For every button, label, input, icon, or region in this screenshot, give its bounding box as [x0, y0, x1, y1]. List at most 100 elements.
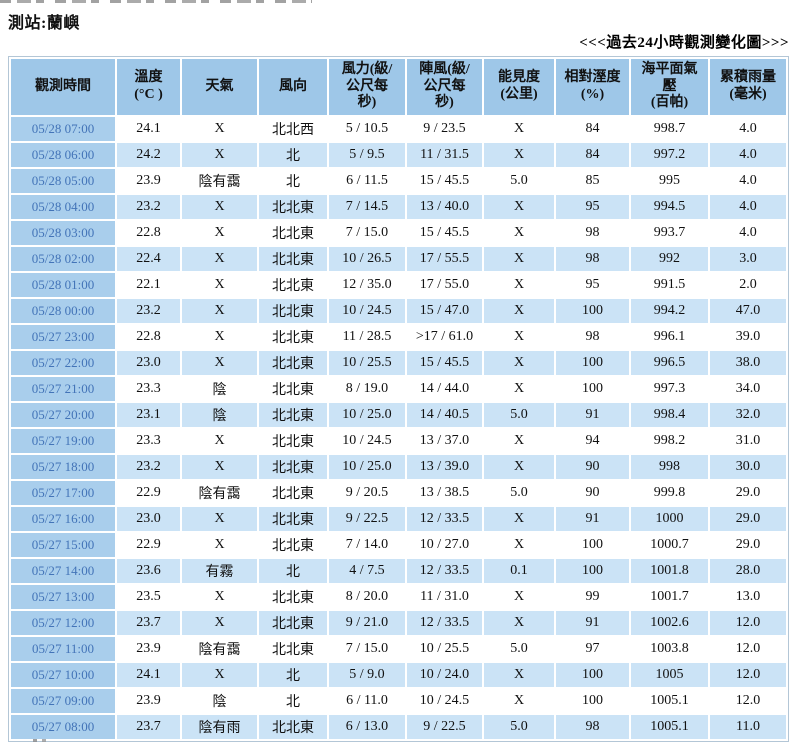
wind-force-cell: 7 / 15.0	[329, 637, 405, 661]
wind-direction-cell: 北北東	[259, 637, 327, 661]
humidity-cell: 85	[556, 169, 629, 193]
col-header-obs-time: 觀測時間	[11, 59, 115, 115]
visibility-cell: X	[484, 611, 554, 635]
wind-direction-cell: 北北東	[259, 273, 327, 297]
col-header-visibility: 能見度 (公里)	[484, 59, 554, 115]
temperature-cell: 23.0	[117, 351, 180, 375]
time-cell: 05/27 12:00	[11, 611, 115, 635]
gust-cell: 17 / 55.0	[407, 273, 482, 297]
observation-table: 觀測時間 溫度 (°C ) 天氣 風向 風力(級/ 公尺每 秒) 陣風(級/ 公…	[8, 56, 789, 742]
wind-direction-cell: 北北西	[259, 117, 327, 141]
weather-cell: X	[182, 195, 257, 219]
table-row: 05/28 01:00 22.1 X 北北東 12 / 35.0 17 / 55.0 X 95…	[11, 273, 786, 297]
visibility-cell: X	[484, 195, 554, 219]
pressure-cell: 993.7	[631, 221, 708, 245]
gust-cell: 13 / 38.5	[407, 481, 482, 505]
clipped-text-bottom	[33, 739, 37, 742]
weather-cell: X	[182, 533, 257, 557]
table-row: 05/27 20:00 23.1 陰北北東 10 / 25.0 14 / 40.5 5.0…	[11, 403, 786, 427]
pressure-cell: 998	[631, 455, 708, 479]
table-row: 05/27 12:00 23.7 X 北北東 9 / 21.0 12 / 33.5 X 91 1…	[11, 611, 786, 635]
wind-force-cell: 6 / 11.0	[329, 689, 405, 713]
rainfall-cell: 2.0	[710, 273, 786, 297]
humidity-cell: 91	[556, 507, 629, 531]
time-cell: 05/27 19:00	[11, 429, 115, 453]
humidity-cell: 100	[556, 377, 629, 401]
gust-cell: >17 / 61.0	[407, 325, 482, 349]
pressure-cell: 999.8	[631, 481, 708, 505]
rainfall-cell: 30.0	[710, 455, 786, 479]
time-cell: 05/28 04:00	[11, 195, 115, 219]
time-cell: 05/27 14:00	[11, 559, 115, 583]
temperature-cell: 22.9	[117, 533, 180, 557]
visibility-cell: X	[484, 533, 554, 557]
wind-direction-cell: 北北東	[259, 299, 327, 323]
table-row: 05/28 02:00 22.4 X 北北東 10 / 26.5 17 / 55.5 X 98…	[11, 247, 786, 271]
weather-cell: 陰	[182, 377, 257, 401]
gust-cell: 10 / 24.0	[407, 663, 482, 687]
humidity-cell: 98	[556, 247, 629, 271]
wind-force-cell: 7 / 14.5	[329, 195, 405, 219]
gust-cell: 10 / 25.5	[407, 637, 482, 661]
table-row: 05/27 23:00 22.8 X 北北東 11 / 28.5 >17 / 61.0 X 9…	[11, 325, 786, 349]
wind-force-cell: 10 / 24.5	[329, 429, 405, 453]
table-header-row: 觀測時間 溫度 (°C ) 天氣 風向 風力(級/ 公尺每 秒) 陣風(級/ 公…	[11, 59, 786, 115]
temperature-cell: 23.1	[117, 403, 180, 427]
humidity-cell: 91	[556, 611, 629, 635]
wind-force-cell: 5 / 9.0	[329, 663, 405, 687]
weather-cell: X	[182, 507, 257, 531]
gust-cell: 9 / 23.5	[407, 117, 482, 141]
table-row: 05/27 11:00 23.9 陰有靄 北北東 7 / 15.0 10 / 25.5 5.…	[11, 637, 786, 661]
gust-cell: 13 / 37.0	[407, 429, 482, 453]
wind-force-cell: 4 / 7.5	[329, 559, 405, 583]
visibility-cell: X	[484, 143, 554, 167]
humidity-cell: 97	[556, 637, 629, 661]
humidity-cell: 98	[556, 715, 629, 739]
pressure-cell: 1005.1	[631, 715, 708, 739]
wind-direction-cell: 北北東	[259, 247, 327, 271]
table-row: 05/27 16:00 23.0 X 北北東 9 / 22.5 12 / 33.5 X 91 1…	[11, 507, 786, 531]
time-cell: 05/27 08:00	[11, 715, 115, 739]
wind-force-cell: 7 / 15.0	[329, 221, 405, 245]
rainfall-cell: 29.0	[710, 533, 786, 557]
table-row: 05/27 14:00 23.6 有霧北 4 / 7.5 12 / 33.5 0.1 100…	[11, 559, 786, 583]
pressure-cell: 997.3	[631, 377, 708, 401]
time-cell: 05/28 00:00	[11, 299, 115, 323]
time-cell: 05/27 22:00	[11, 351, 115, 375]
table-row: 05/27 22:00 23.0 X 北北東 10 / 25.5 15 / 45.5 X 10…	[11, 351, 786, 375]
pressure-cell: 1005	[631, 663, 708, 687]
pressure-cell: 996.5	[631, 351, 708, 375]
table-row: 05/28 00:00 23.2 X 北北東 10 / 24.5 15 / 47.0 X 10…	[11, 299, 786, 323]
humidity-cell: 99	[556, 585, 629, 609]
temperature-cell: 23.5	[117, 585, 180, 609]
weather-cell: X	[182, 429, 257, 453]
wind-force-cell: 6 / 11.5	[329, 169, 405, 193]
wind-direction-cell: 北北東	[259, 507, 327, 531]
time-cell: 05/27 11:00	[11, 637, 115, 661]
pressure-cell: 1005.1	[631, 689, 708, 713]
wind-direction-cell: 北	[259, 663, 327, 687]
visibility-cell: X	[484, 351, 554, 375]
gust-cell: 15 / 45.5	[407, 169, 482, 193]
observation-table-body: 05/28 07:00 24.1 X 北北西 5 / 10.5 9 / 23.5 X 84 99…	[11, 117, 786, 739]
temperature-cell: 22.1	[117, 273, 180, 297]
wind-direction-cell: 北北東	[259, 377, 327, 401]
wind-force-cell: 10 / 24.5	[329, 299, 405, 323]
pressure-cell: 997.2	[631, 143, 708, 167]
weather-cell: X	[182, 585, 257, 609]
wind-force-cell: 11 / 28.5	[329, 325, 405, 349]
weather-cell: X	[182, 611, 257, 635]
weather-cell: X	[182, 247, 257, 271]
wind-direction-cell: 北北東	[259, 403, 327, 427]
humidity-cell: 100	[556, 351, 629, 375]
time-cell: 05/28 06:00	[11, 143, 115, 167]
weather-cell: 陰有靄	[182, 169, 257, 193]
past-24h-chart-link[interactable]: <<<過去24小時觀測變化圖>>>	[579, 35, 789, 51]
wind-force-cell: 7 / 14.0	[329, 533, 405, 557]
weather-cell: X	[182, 455, 257, 479]
table-row: 05/27 13:00 23.5 X 北北東 8 / 20.0 11 / 31.0 X 99 1…	[11, 585, 786, 609]
gust-cell: 12 / 33.5	[407, 559, 482, 583]
visibility-cell: X	[484, 299, 554, 323]
pressure-cell: 991.5	[631, 273, 708, 297]
table-row: 05/27 10:00 24.1 X 北 5 / 9.0 10 / 24.0 X 100 100…	[11, 663, 786, 687]
